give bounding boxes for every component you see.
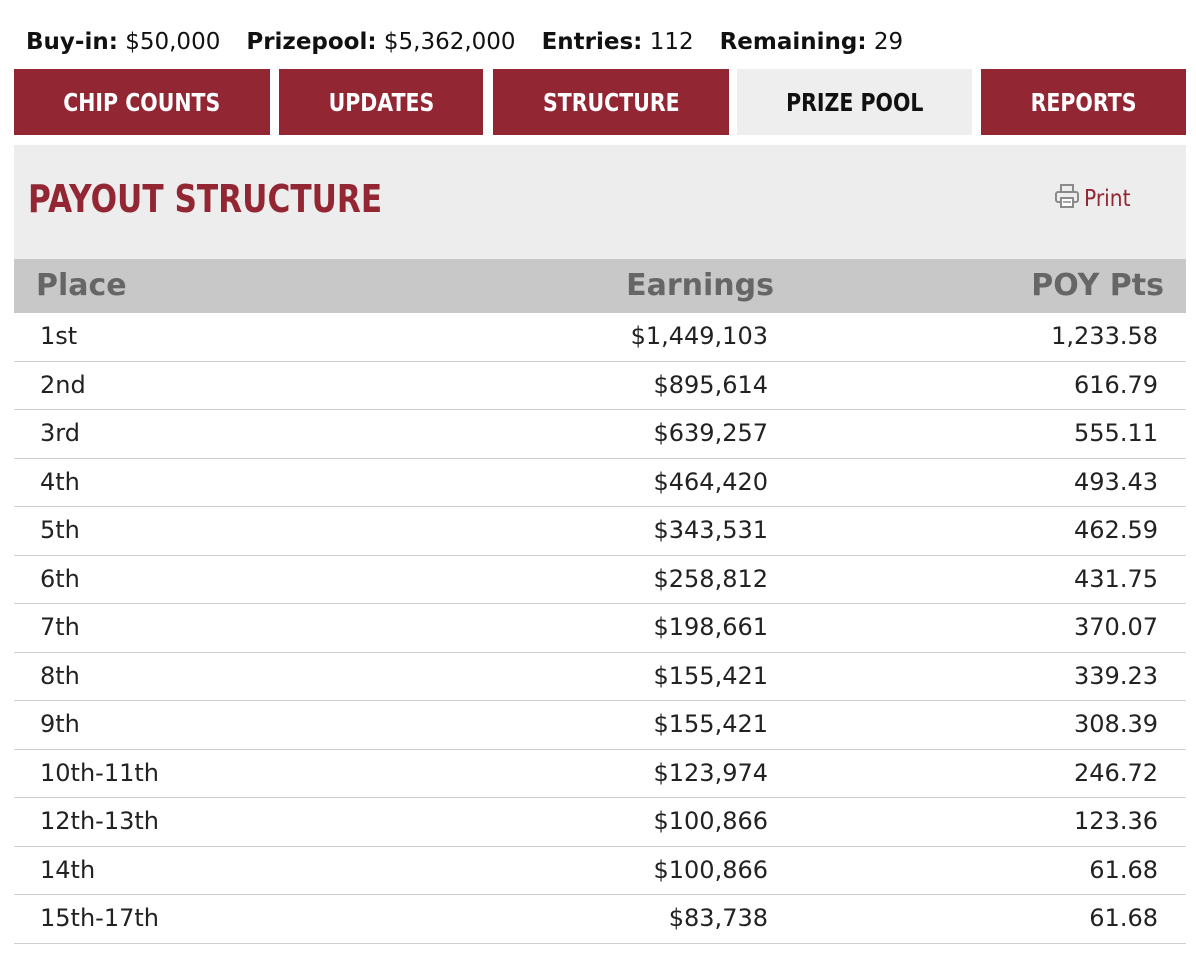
poy-pts-cell: 308.39 <box>1074 710 1158 738</box>
poy-pts-cell: 61.68 <box>1089 855 1158 884</box>
place-cell: 4th <box>40 467 80 496</box>
place-cell: 8th <box>40 661 80 690</box>
place-cell: 6th <box>40 564 80 593</box>
poy-pts-cell: 462.59 <box>1074 516 1158 544</box>
table-row: 2nd $895,614 616.79 <box>14 362 1186 410</box>
poy-pts-cell: 431.75 <box>1074 564 1158 593</box>
table-row: 1st $1,449,103 1,233.58 <box>14 313 1186 362</box>
header-earnings: Earnings <box>626 268 774 303</box>
earnings-cell: $123,974 <box>653 758 768 787</box>
table-header: Place Earnings POY Pts <box>14 259 1186 313</box>
poy-pts-cell: 123.36 <box>1074 807 1158 835</box>
remaining: Remaining: 29 <box>719 29 904 55</box>
poy-pts-cell: 61.68 <box>1089 904 1158 932</box>
earnings-cell: $155,421 <box>653 710 768 738</box>
page-title: PAYOUT STRUCTURE <box>28 177 383 221</box>
table-row: 14th $100,866 61.68 <box>14 847 1186 895</box>
poy-pts-cell: 339.23 <box>1074 661 1158 690</box>
table-row: 10th-11th $123,974 246.72 <box>14 750 1186 798</box>
earnings-cell: $639,257 <box>653 419 768 447</box>
tab-bar: CHIP COUNTS UPDATES STRUCTURE PRIZE POOL… <box>14 69 1186 135</box>
tab-structure[interactable]: STRUCTURE <box>493 69 729 135</box>
table-row: 5th $343,531 462.59 <box>14 507 1186 556</box>
place-cell: 14th <box>40 855 96 884</box>
place-cell: 7th <box>40 613 80 641</box>
tab-prize-pool[interactable]: PRIZE POOL <box>737 69 972 135</box>
tab-chip-counts[interactable]: CHIP COUNTS <box>14 69 270 135</box>
place-cell: 1st <box>40 322 78 350</box>
earnings-cell: $155,421 <box>653 661 768 690</box>
tab-reports[interactable]: REPORTS <box>981 69 1186 135</box>
place-cell: 15th-17th <box>40 904 159 932</box>
header-place: Place <box>36 268 127 303</box>
earnings-cell: $258,812 <box>653 564 768 593</box>
table-body: 1st $1,449,103 1,233.58 2nd $895,614 616.79 3r… <box>14 313 1186 944</box>
table-row: 3rd $639,257 555.11 <box>14 410 1186 459</box>
poy-pts-cell: 555.11 <box>1074 419 1158 447</box>
earnings-cell: $464,420 <box>653 467 768 496</box>
printer-icon <box>1054 183 1080 215</box>
payout-panel-header: PAYOUT STRUCTURE Print <box>14 145 1186 259</box>
place-cell: 3rd <box>40 419 80 447</box>
poy-pts-cell: 493.43 <box>1074 467 1158 496</box>
table-row: 4th $464,420 493.43 <box>14 459 1186 507</box>
entries: Entries: 112 <box>541 29 694 55</box>
place-cell: 2nd <box>40 370 86 399</box>
buyin: Buy-in: $50,000 <box>26 29 221 55</box>
print-button[interactable]: Print <box>1054 183 1137 215</box>
poy-pts-cell: 616.79 <box>1074 370 1158 399</box>
payout-table: Place Earnings POY Pts 1st $1,449,103 1,23… <box>14 259 1186 944</box>
table-row: 9th $155,421 308.39 <box>14 701 1186 750</box>
earnings-cell: $100,866 <box>653 855 768 884</box>
table-row: 6th $258,812 431.75 <box>14 556 1186 604</box>
print-label: Print <box>1084 186 1131 212</box>
tournament-summary: Buy-in: $50,000 Prizepool: $5,362,000 En… <box>26 26 929 58</box>
earnings-cell: $343,531 <box>653 516 768 544</box>
header-poy-pts: POY Pts <box>1031 268 1164 303</box>
earnings-cell: $100,866 <box>653 807 768 835</box>
table-row: 12th-13th $100,866 123.36 <box>14 798 1186 847</box>
earnings-cell: $198,661 <box>653 613 768 641</box>
poy-pts-cell: 370.07 <box>1074 613 1158 641</box>
tab-updates[interactable]: UPDATES <box>279 69 483 135</box>
place-cell: 5th <box>40 516 80 544</box>
earnings-cell: $895,614 <box>653 370 768 399</box>
poy-pts-cell: 246.72 <box>1074 758 1158 787</box>
poy-pts-cell: 1,233.58 <box>1051 322 1158 350</box>
table-row: 8th $155,421 339.23 <box>14 653 1186 701</box>
earnings-cell: $1,449,103 <box>630 322 768 350</box>
place-cell: 10th-11th <box>40 758 159 787</box>
prizepool: Prizepool: $5,362,000 <box>246 29 516 55</box>
place-cell: 9th <box>40 710 80 738</box>
place-cell: 12th-13th <box>40 807 159 835</box>
table-row: 15th-17th $83,738 61.68 <box>14 895 1186 944</box>
table-row: 7th $198,661 370.07 <box>14 604 1186 653</box>
earnings-cell: $83,738 <box>668 904 768 932</box>
